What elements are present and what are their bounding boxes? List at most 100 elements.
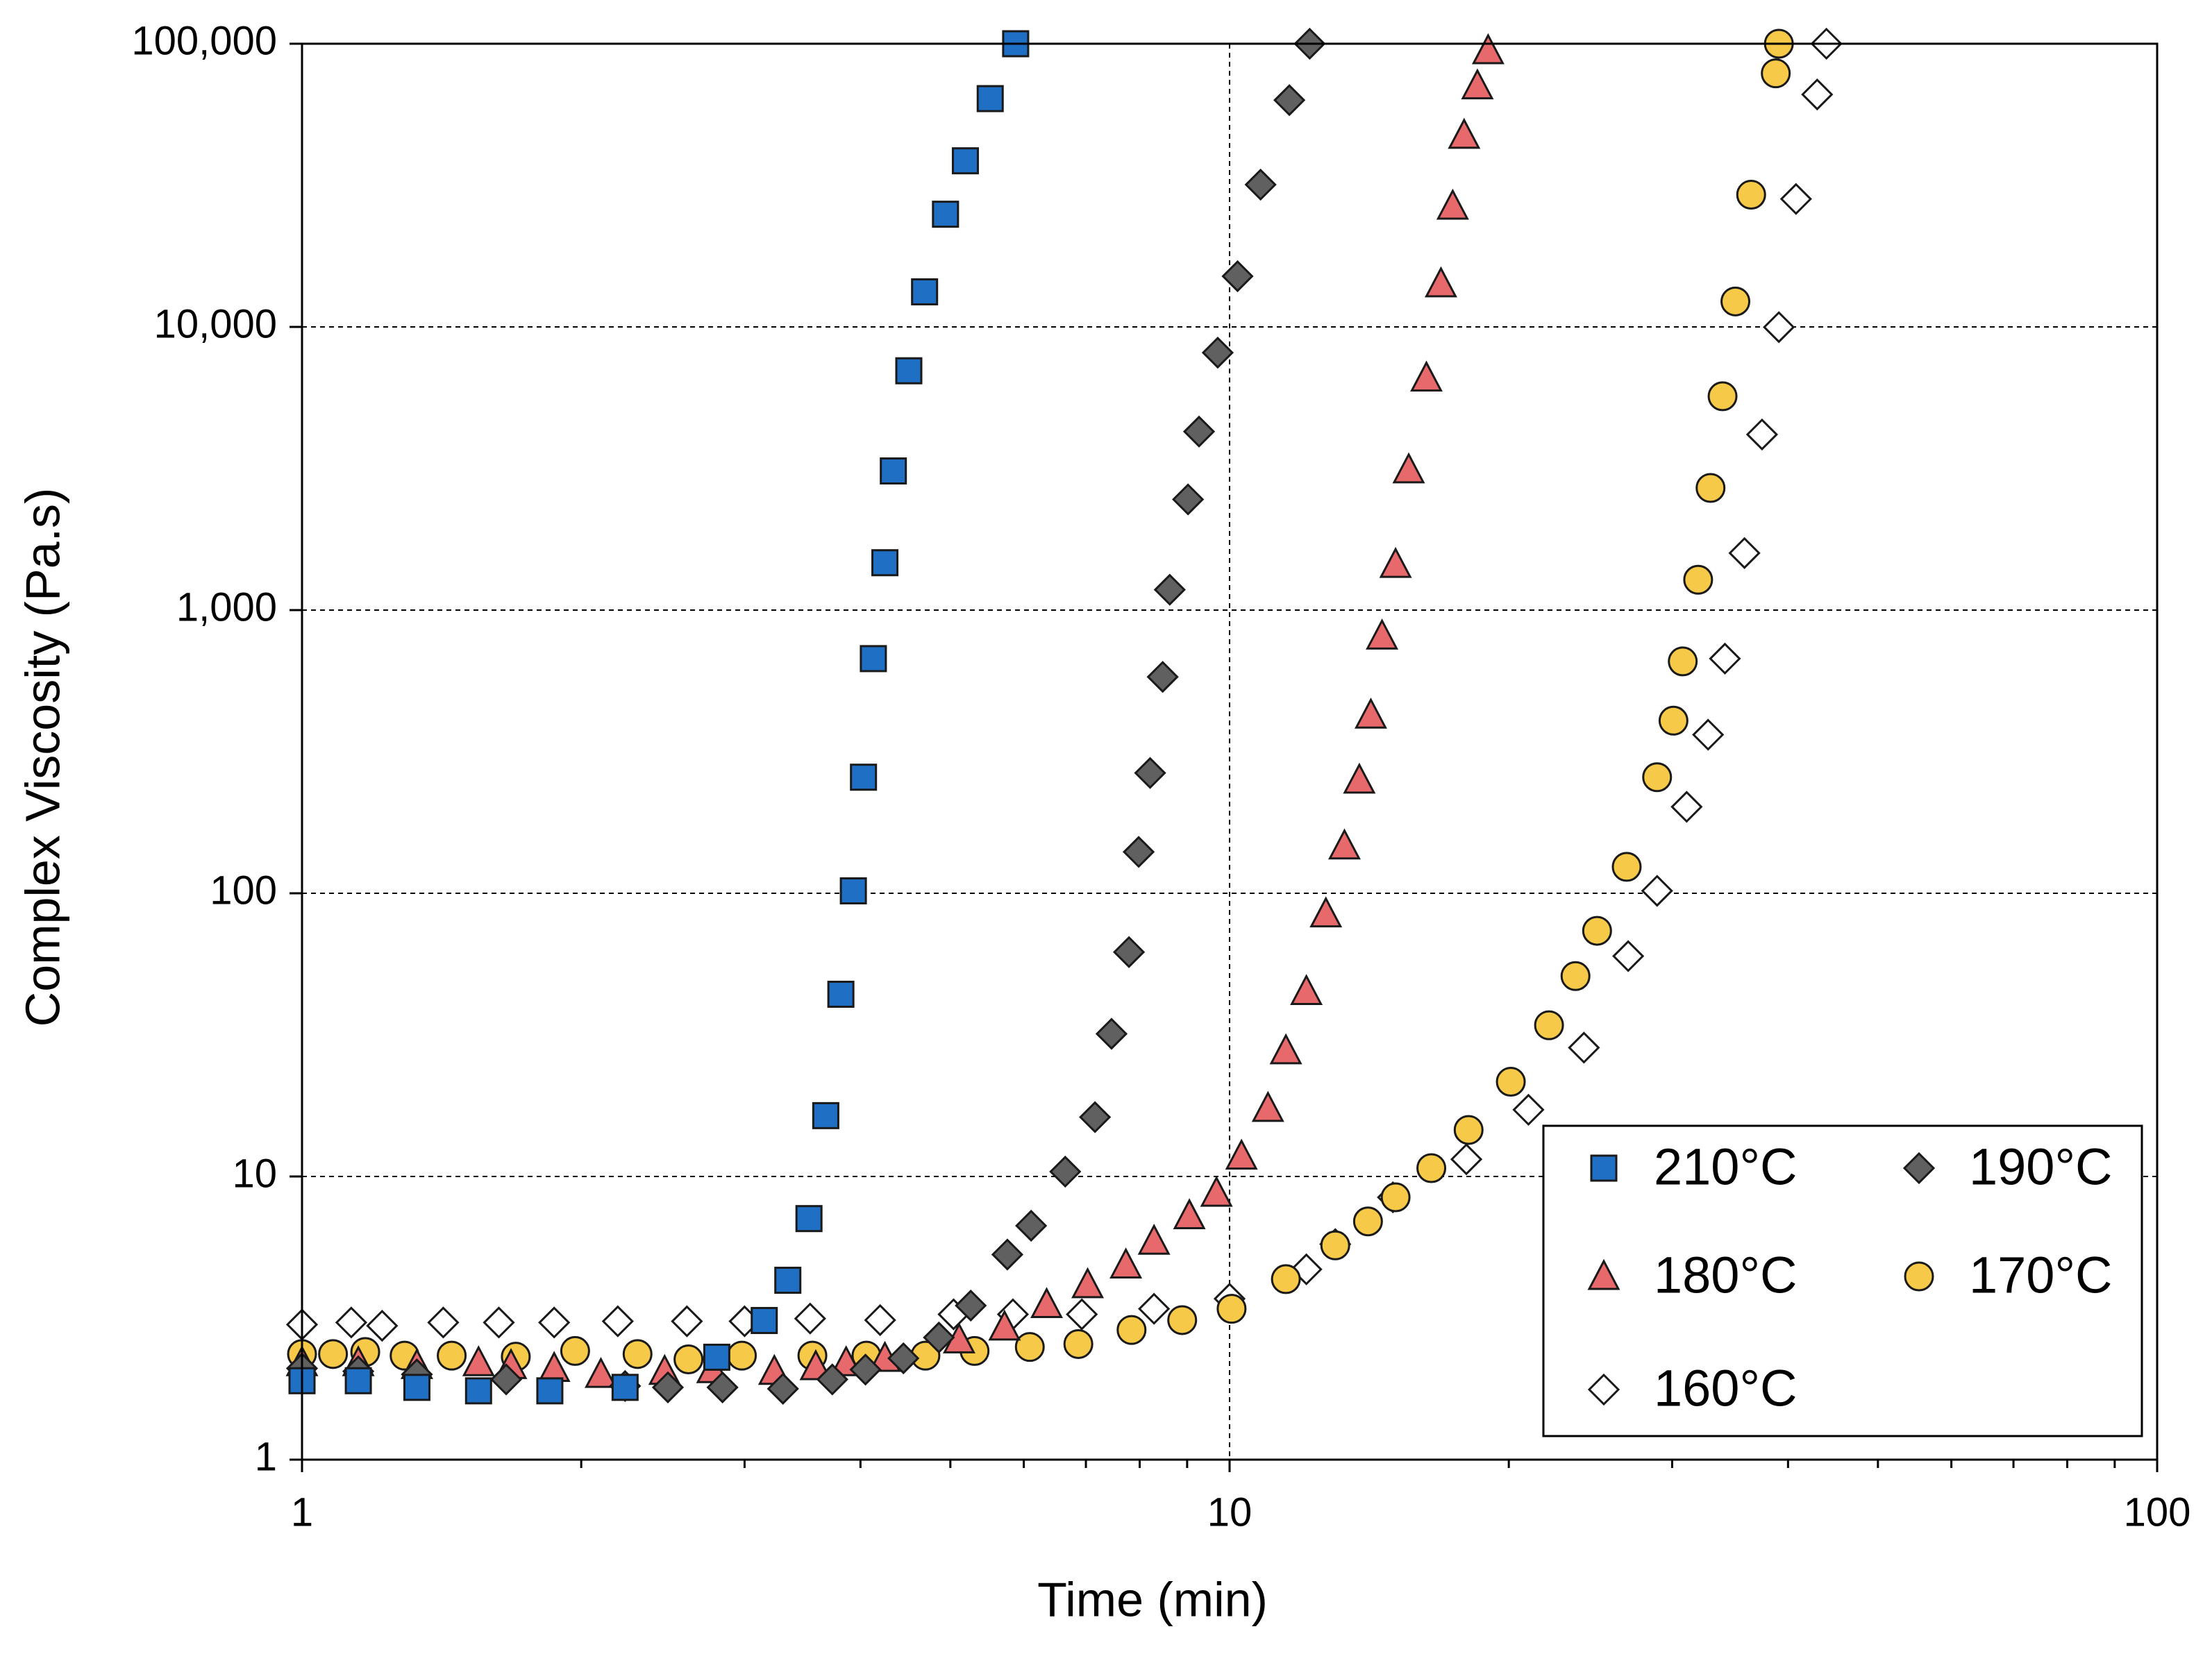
data-point [812, 1102, 839, 1129]
data-point [1436, 188, 1469, 220]
data-point [1167, 1305, 1198, 1335]
data-point [1695, 473, 1726, 503]
data-point [774, 1267, 802, 1294]
data-point [988, 1309, 1021, 1341]
data-point [1763, 311, 1795, 344]
data-point [1709, 642, 1741, 675]
data-point [483, 1306, 515, 1339]
data-point [976, 85, 1004, 112]
data-point [1269, 1033, 1302, 1065]
data-point [751, 1307, 778, 1335]
data-point [1173, 1198, 1206, 1229]
data-point [1182, 415, 1216, 448]
data-point [1244, 168, 1277, 201]
data-point [1801, 78, 1834, 111]
data-point [611, 1374, 639, 1401]
data-point [1728, 537, 1761, 569]
data-point [366, 1309, 399, 1342]
legend-label: 210°C [1654, 1138, 1798, 1196]
data-point [1736, 180, 1766, 210]
data-point [1109, 1247, 1143, 1279]
data-point [799, 1349, 832, 1381]
data-point [991, 1238, 1024, 1271]
data-point [727, 1340, 757, 1371]
data-point [673, 1344, 704, 1375]
legend-label: 190°C [1969, 1138, 2113, 1196]
data-point [1352, 1206, 1383, 1237]
y-tick-label: 10,000 [154, 301, 277, 346]
legend-marker [1902, 1151, 1936, 1185]
data-point [1450, 1143, 1483, 1176]
data-point [794, 1302, 826, 1335]
data-point [1271, 1264, 1301, 1294]
data-point [1366, 618, 1399, 650]
y-tick-label: 10 [232, 1151, 277, 1196]
data-point [437, 1340, 467, 1371]
data-point [1071, 1267, 1105, 1299]
data-point [703, 1343, 730, 1371]
y-tick-label: 100 [210, 868, 277, 913]
y-tick-label: 1,000 [176, 584, 277, 630]
data-point [1779, 183, 1812, 215]
data-point [1290, 974, 1323, 1005]
data-point [1658, 705, 1689, 736]
data-point [1327, 828, 1361, 860]
data-point [1380, 1182, 1411, 1213]
data-point [932, 201, 960, 228]
plot-frame [301, 42, 2159, 1461]
data-point [1641, 875, 1673, 907]
data-point [1761, 58, 1791, 89]
data-point [1568, 1031, 1600, 1064]
data-point [1424, 266, 1457, 298]
data-point [895, 357, 923, 385]
data-point [536, 1377, 564, 1405]
data-point [816, 1363, 848, 1396]
data-point [1122, 836, 1155, 868]
y-tick-label: 1 [255, 1434, 277, 1479]
legend-marker [1587, 1258, 1620, 1290]
data-point [601, 1305, 634, 1337]
data-point [1379, 546, 1412, 578]
data-point [1707, 381, 1738, 412]
data-point [1448, 117, 1481, 149]
data-point [427, 1306, 460, 1339]
data-point [1153, 573, 1186, 606]
data-point [1642, 762, 1673, 793]
data-point [1512, 1093, 1545, 1126]
data-point [871, 549, 899, 577]
data-point [1560, 961, 1591, 991]
data-point [1343, 762, 1376, 794]
data-point [795, 1205, 823, 1233]
data-point [1138, 1292, 1171, 1325]
legend-marker [1587, 1373, 1620, 1406]
data-point [951, 147, 979, 175]
data-point [1116, 1315, 1147, 1345]
data-point [1612, 940, 1645, 972]
x-tick-label: 100 [2124, 1490, 2191, 1535]
x-tick-label: 10 [1207, 1490, 1252, 1535]
legend-marker [1590, 1154, 1618, 1182]
data-point [651, 1371, 685, 1403]
legend-marker [1904, 1261, 1934, 1292]
data-point [403, 1374, 430, 1401]
data-point [1453, 1115, 1484, 1145]
data-point [1534, 1010, 1564, 1040]
data-point [335, 1306, 368, 1339]
data-point [1611, 852, 1642, 882]
data-point [462, 1345, 495, 1376]
data-point [1683, 564, 1714, 595]
data-point [1320, 1230, 1350, 1260]
data-point [1172, 483, 1205, 516]
data-point [955, 1289, 987, 1322]
data-point [1134, 757, 1166, 789]
data-point [1392, 452, 1425, 484]
series [285, 33, 1505, 1388]
data-point [538, 1306, 571, 1339]
legend-label: 180°C [1654, 1247, 1798, 1304]
data-point [489, 1363, 523, 1396]
data-point [1471, 33, 1505, 65]
data-point [1146, 661, 1179, 693]
data-point [1030, 1287, 1063, 1319]
y-tick-label: 100,000 [131, 18, 277, 63]
data-point [887, 1342, 920, 1375]
